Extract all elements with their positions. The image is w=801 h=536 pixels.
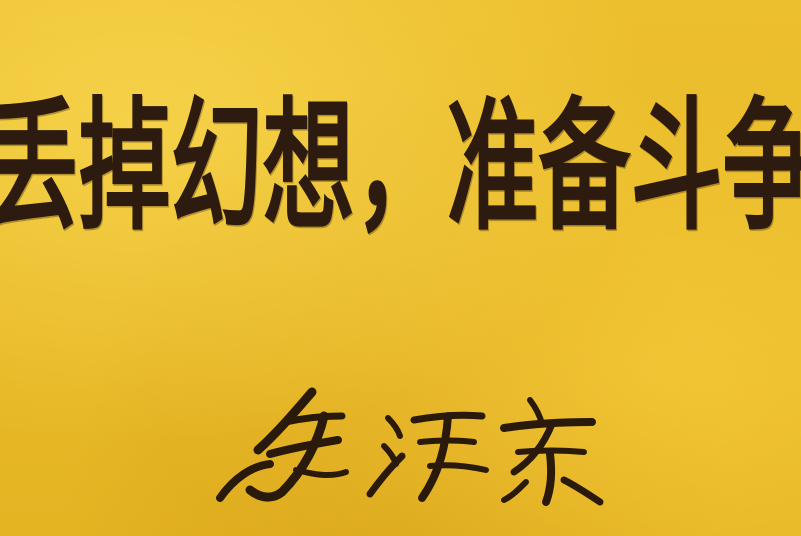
slogan-text: 丢掉幻想，准备斗争 [0, 83, 801, 250]
signature-strokes [216, 387, 604, 506]
handwritten-signature [200, 370, 620, 510]
